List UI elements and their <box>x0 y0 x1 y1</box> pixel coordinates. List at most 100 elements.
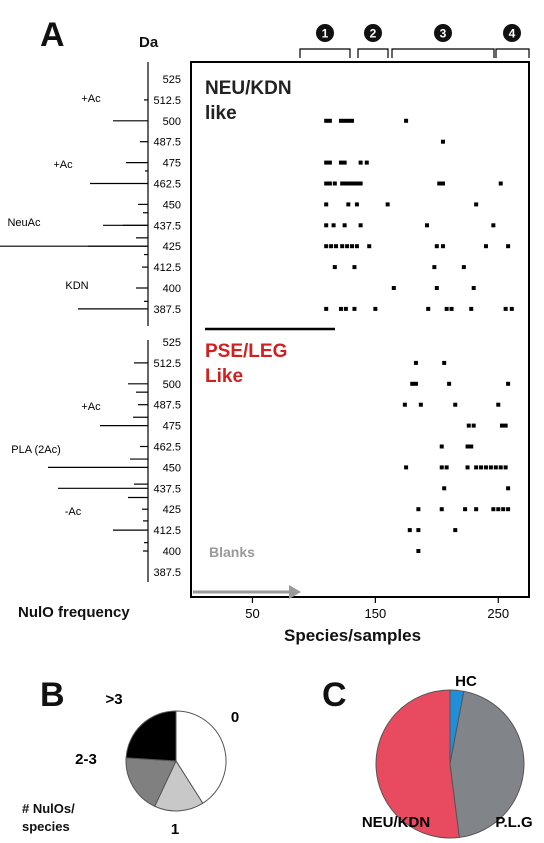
pie-label: NEU/KDN <box>362 814 430 831</box>
pse-leg-label-line1: PSE/LEG <box>205 341 288 362</box>
lower-cell <box>402 402 407 407</box>
lower-cell <box>413 360 418 365</box>
lower-cell <box>491 507 496 512</box>
lower-cell <box>413 381 418 386</box>
nulo-frequency-label: NulO frequency <box>18 604 130 621</box>
lower-mass-tick: 525 <box>163 337 181 349</box>
upper-cell <box>461 265 466 270</box>
lower-cell <box>442 360 447 365</box>
upper-mass-tick: 425 <box>163 241 181 253</box>
group-marker-icon <box>316 24 334 42</box>
upper-cell <box>373 306 378 311</box>
upper-mass-tick: 437.5 <box>153 220 181 232</box>
upper-cell <box>342 160 347 165</box>
lower-cell <box>442 486 447 491</box>
lower-cell <box>503 423 508 428</box>
upper-mass-tick: 450 <box>163 199 181 211</box>
upper-cell <box>424 223 429 228</box>
upper-annotation: +Ac <box>81 93 101 105</box>
pie-label: 2-3 <box>75 751 97 768</box>
pie-b-label-line2: species <box>22 819 70 834</box>
upper-mass-tick: 412.5 <box>153 262 181 274</box>
pie-slice <box>154 759 204 812</box>
pse-leg-label-line2: Like <box>205 366 244 387</box>
pie-slice <box>375 689 460 839</box>
group-marker-label: 4 <box>509 27 516 41</box>
pie-label: >3 <box>105 691 122 708</box>
upper-cell <box>432 265 437 270</box>
upper-cell <box>440 139 445 144</box>
upper-cell <box>351 181 356 186</box>
upper-cell <box>483 244 488 249</box>
upper-cell <box>426 306 431 311</box>
lower-cell <box>506 486 511 491</box>
upper-cell <box>347 181 352 186</box>
upper-mass-tick: 387.5 <box>153 304 181 316</box>
lower-mass-tick: 425 <box>163 504 181 516</box>
lower-cell <box>410 381 415 386</box>
pie-b-axis-label: # NulOs/ species <box>22 800 75 836</box>
upper-cell <box>364 160 369 165</box>
upper-mass-tick: 512.5 <box>153 95 181 107</box>
lower-cell <box>453 528 458 533</box>
blanks-arrow-icon <box>289 585 301 599</box>
upper-cell <box>449 306 454 311</box>
upper-cell <box>434 286 439 290</box>
lower-mass-tick: 487.5 <box>153 400 181 412</box>
upper-cell <box>491 223 496 228</box>
upper-cell <box>338 118 343 123</box>
lower-annotation: PLA (2Ac) <box>11 444 61 456</box>
upper-annotation: NeuAc <box>7 217 41 229</box>
upper-cell <box>324 118 329 123</box>
lower-cell <box>416 507 421 512</box>
lower-cell <box>466 423 471 428</box>
pie-b-label-line1: # NulOs/ <box>22 801 75 816</box>
upper-cell <box>503 306 508 311</box>
x-tick-label: 250 <box>487 606 509 621</box>
upper-cell <box>324 160 329 165</box>
neu-kdn-label-line1: NEU/KDN <box>205 78 292 99</box>
group-4-bracket <box>495 48 530 58</box>
upper-cell <box>346 118 351 123</box>
heatmap-frame <box>190 61 530 598</box>
upper-cell <box>332 181 337 186</box>
lower-annotation: +Ac <box>81 401 101 413</box>
panel-a-label: A <box>40 16 65 54</box>
upper-cell <box>343 181 348 186</box>
group-marker-icon <box>503 24 521 42</box>
lower-mass-tick: 437.5 <box>153 483 181 495</box>
upper-cell <box>324 202 329 207</box>
x-tick-label: 50 <box>245 606 259 621</box>
lower-cell <box>465 465 470 470</box>
pie-slice <box>125 757 177 807</box>
lower-cell <box>496 402 501 407</box>
upper-annotation: +Ac <box>53 159 73 171</box>
lower-cell <box>501 507 506 512</box>
upper-cell <box>324 306 329 311</box>
pse-leg-section-label: PSE/LEG Like <box>205 339 287 389</box>
lower-cell <box>499 423 504 428</box>
lower-mass-tick: 412.5 <box>153 525 181 537</box>
upper-cell <box>440 181 445 186</box>
upper-mass-tick: 525 <box>163 74 181 86</box>
lower-cell <box>474 507 479 512</box>
pie-slice <box>125 710 177 762</box>
upper-mass-tick: 400 <box>163 283 181 295</box>
unit-label: Da <box>139 34 159 51</box>
upper-cell <box>338 160 343 165</box>
lower-mass-tick: 387.5 <box>153 567 181 579</box>
group-3-bracket <box>391 48 495 58</box>
lower-cell <box>463 507 468 512</box>
lower-cell <box>418 402 423 407</box>
lower-cell <box>488 465 493 470</box>
group-marker-label: 1 <box>322 27 329 41</box>
upper-cell <box>332 265 337 270</box>
lower-cell <box>498 465 503 470</box>
upper-cell <box>354 202 359 207</box>
upper-cell <box>469 306 474 311</box>
x-axis-title: Species/samples <box>284 626 422 645</box>
lower-cell <box>506 381 511 386</box>
lower-cell <box>503 465 508 470</box>
upper-cell <box>385 202 390 207</box>
